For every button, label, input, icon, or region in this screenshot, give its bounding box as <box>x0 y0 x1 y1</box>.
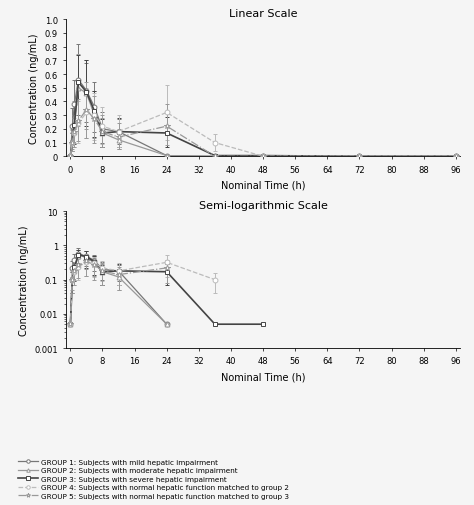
Title: Linear Scale: Linear Scale <box>229 10 297 19</box>
Legend: GROUP 1: Subjects with mild hepatic impairment, GROUP 2: Subjects with moderate : GROUP 1: Subjects with mild hepatic impa… <box>18 459 289 499</box>
X-axis label: Nominal Time (h): Nominal Time (h) <box>221 180 305 190</box>
Y-axis label: Concentration (ng/mL): Concentration (ng/mL) <box>19 225 29 335</box>
Title: Semi-logarithmic Scale: Semi-logarithmic Scale <box>199 201 328 211</box>
Y-axis label: Concentration (ng/mL): Concentration (ng/mL) <box>29 33 39 144</box>
X-axis label: Nominal Time (h): Nominal Time (h) <box>221 371 305 381</box>
